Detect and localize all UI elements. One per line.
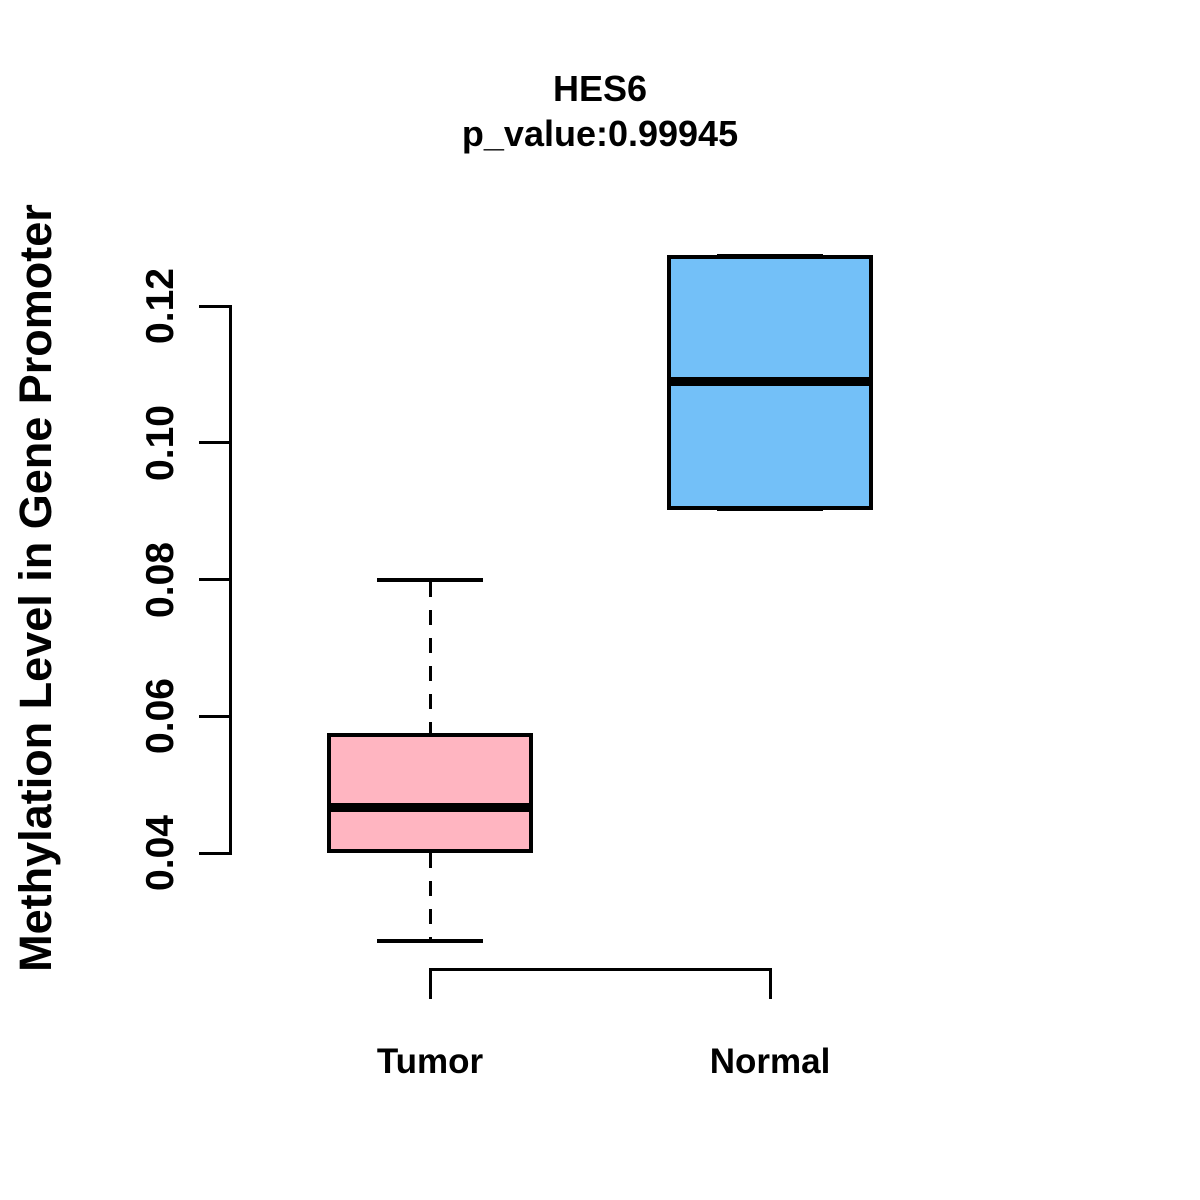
upper-whisker-line <box>428 582 432 733</box>
x-group-label-normal: Normal <box>709 1042 831 1081</box>
iqr-box-tumor <box>327 732 533 853</box>
y-axis-tick <box>199 714 230 718</box>
y-axis-tick <box>199 441 230 445</box>
y-tick-label: 0.08 <box>139 541 182 618</box>
y-tick-label: 0.12 <box>139 268 182 344</box>
y-axis-title: Methylation Level in Gene Promoter <box>10 204 61 972</box>
y-tick-label: 0.10 <box>139 404 182 481</box>
x-group-label-tumor: Tumor <box>376 1042 484 1081</box>
y-axis-tick <box>199 304 230 308</box>
median-line-tumor <box>327 803 533 813</box>
x-axis-tick <box>428 967 432 999</box>
upper-whisker-cap <box>377 578 483 583</box>
chart-title: HES6 <box>552 68 648 109</box>
y-axis-line <box>228 304 232 855</box>
chart-subtitle: p_value:0.99945 <box>461 113 739 154</box>
y-tick-label: 0.06 <box>139 678 182 755</box>
median-line-normal <box>667 377 873 387</box>
lower-whisker-cap <box>377 939 483 944</box>
y-axis-tick <box>199 851 230 855</box>
y-tick-label: 0.04 <box>139 815 182 891</box>
x-axis-tick <box>768 967 772 999</box>
lower-whisker-line <box>428 852 432 940</box>
y-axis-tick <box>199 578 230 581</box>
x-axis-line <box>428 967 772 971</box>
